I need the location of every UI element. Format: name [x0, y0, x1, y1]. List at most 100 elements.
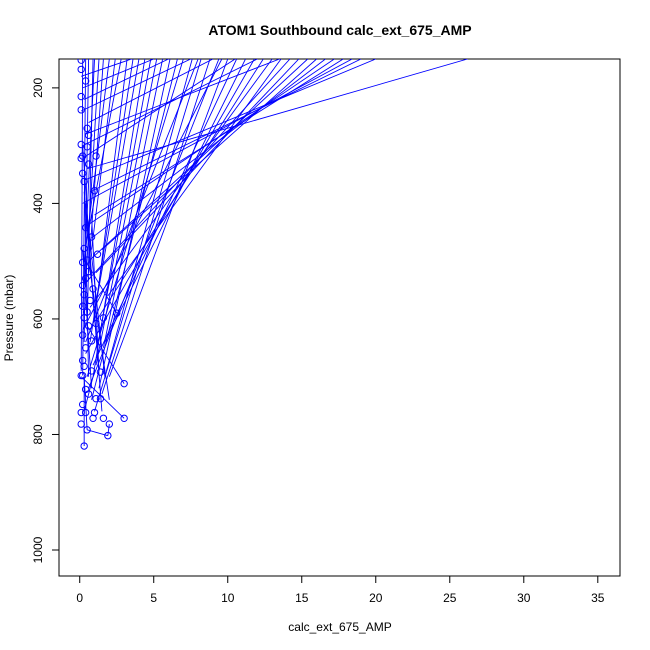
- y-tick-label: 200: [31, 78, 45, 98]
- data-point: [78, 331, 87, 339]
- series-line: [86, 59, 122, 239]
- data-point: [105, 420, 114, 428]
- data-point: [84, 267, 93, 276]
- data-point: [92, 319, 100, 328]
- series-line: [108, 59, 229, 377]
- data-point: [77, 408, 85, 417]
- data-point: [90, 408, 99, 417]
- data-point: [77, 106, 85, 114]
- data-point: [113, 309, 121, 317]
- data-point: [83, 426, 91, 434]
- series-line: [83, 191, 98, 348]
- series-line: [82, 59, 87, 376]
- data-point: [78, 258, 87, 267]
- series-line: [83, 59, 376, 181]
- data-point: [77, 59, 85, 64]
- data-point: [96, 368, 105, 376]
- data-point: [81, 385, 90, 394]
- series-line: [97, 59, 140, 296]
- series-line: [83, 59, 169, 100]
- series-line: [82, 59, 95, 308]
- series-line: [92, 59, 238, 366]
- y-axis-label: Pressure (mbar): [2, 275, 16, 362]
- series-line: [85, 59, 100, 285]
- y-axis: 200 400 600 800 1000: [31, 78, 60, 563]
- plot-area: [77, 59, 468, 450]
- data-point: [84, 160, 93, 168]
- data-point: [93, 250, 102, 258]
- series-line: [94, 59, 344, 216]
- series-line: [97, 59, 264, 320]
- series-line: [88, 59, 220, 389]
- series-line: [81, 59, 191, 112]
- data-point: [99, 414, 108, 423]
- y-tick-label: 600: [31, 309, 45, 329]
- series-line: [107, 59, 282, 297]
- series-line: [94, 59, 202, 412]
- series-line: [82, 59, 223, 331]
- x-tick-label: 30: [517, 591, 531, 605]
- series-line: [91, 59, 326, 239]
- series-line: [98, 59, 171, 389]
- data-point: [96, 394, 105, 403]
- data-point: [87, 367, 96, 375]
- x-tick-label: 5: [150, 591, 157, 605]
- series-line: [107, 424, 110, 436]
- series-line: [82, 59, 258, 147]
- x-axis-label: calc_ext_675_AMP: [288, 620, 391, 634]
- series-line: [100, 59, 152, 331]
- data-point: [83, 256, 91, 264]
- data-point: [87, 233, 96, 241]
- x-tick-label: 0: [76, 591, 83, 605]
- data-point: [77, 92, 85, 101]
- chart-title: ATOM1 Southbound calc_ext_675_AMP: [208, 22, 471, 38]
- data-point: [99, 314, 108, 322]
- data-point: [87, 337, 96, 345]
- data-point: [90, 187, 99, 195]
- series-line: [86, 59, 468, 170]
- series-line: [88, 59, 214, 123]
- series-line: [88, 59, 308, 262]
- y-tick-label: 400: [31, 193, 45, 213]
- data-point: [86, 296, 94, 305]
- data-point: [80, 290, 88, 299]
- data-point: [78, 400, 87, 409]
- data-point: [77, 140, 85, 149]
- data-point: [80, 244, 88, 253]
- series-line: [85, 59, 199, 343]
- data-point: [78, 302, 87, 310]
- series-line: [101, 59, 317, 250]
- data-point: [81, 223, 90, 232]
- data-point: [120, 379, 128, 388]
- x-axis: 0 5 10 15 20 25 30 35: [76, 575, 605, 605]
- series-line: [85, 59, 280, 135]
- series-line: [85, 59, 255, 354]
- data-point: [81, 274, 90, 283]
- data-point: [81, 408, 90, 417]
- series-line: [81, 59, 132, 77]
- x-tick-label: 25: [443, 591, 457, 605]
- data-point: [77, 420, 85, 428]
- data-point: [92, 152, 100, 160]
- data-point: [78, 356, 87, 365]
- x-tick-label: 35: [591, 591, 605, 605]
- data-point: [104, 431, 112, 440]
- data-point: [120, 414, 128, 423]
- series-line: [80, 59, 84, 371]
- data-point: [84, 322, 93, 330]
- y-tick-label: 1000: [31, 536, 45, 563]
- data-point: [80, 177, 88, 186]
- data-point: [78, 169, 87, 178]
- series-line: [86, 214, 106, 377]
- x-tick-label: 10: [221, 591, 235, 605]
- data-point: [78, 281, 87, 290]
- series-line: [80, 376, 125, 419]
- data-point: [77, 371, 85, 380]
- series-line: [95, 59, 300, 274]
- y-tick-label: 800: [31, 424, 45, 444]
- data-point: [81, 344, 90, 352]
- data-point: [80, 314, 88, 322]
- series-line: [83, 59, 291, 285]
- data-point: [84, 131, 93, 139]
